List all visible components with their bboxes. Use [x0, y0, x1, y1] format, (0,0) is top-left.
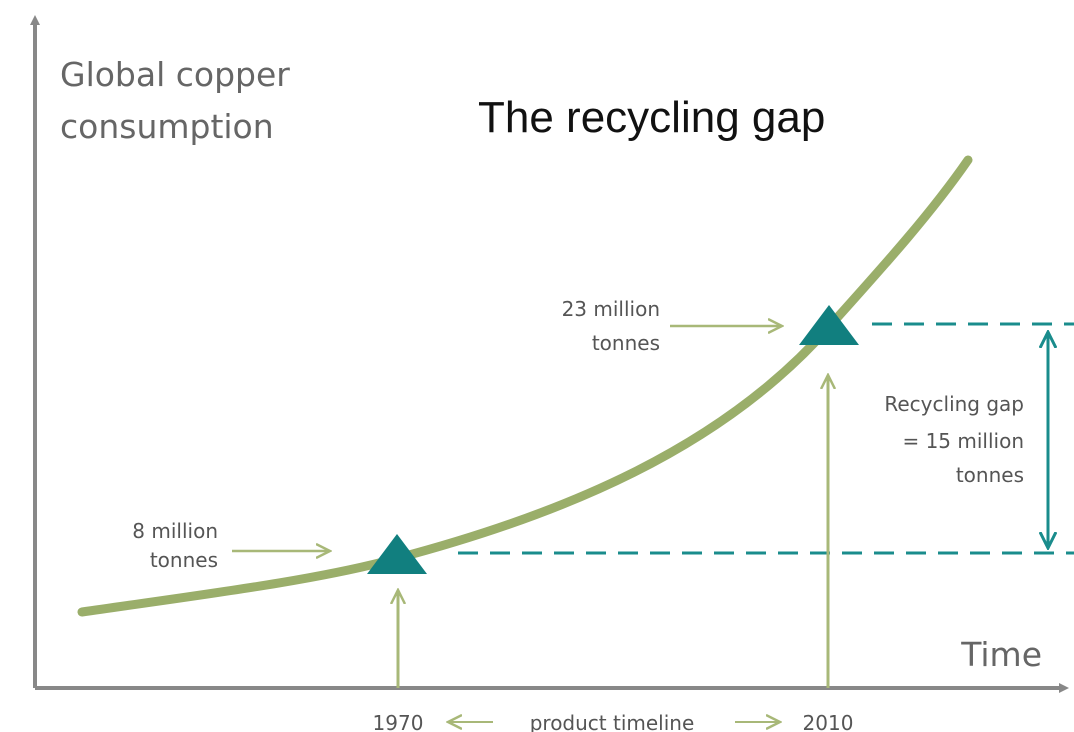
timeline-end: 2010	[803, 711, 854, 732]
annotation: 23 million	[562, 297, 660, 321]
gap-label: Recycling gap	[884, 392, 1024, 416]
annotation: 8 million	[132, 519, 218, 543]
annotation: tonnes	[150, 548, 218, 572]
y-axis-label: Global copper	[60, 55, 290, 94]
timeline-label: product timeline	[530, 711, 695, 732]
title: The recycling gap	[478, 93, 825, 142]
timeline-start: 1970	[373, 711, 424, 732]
gap-label: = 15 million	[902, 429, 1024, 453]
marker-2010	[799, 305, 859, 345]
marker-1970	[367, 534, 427, 574]
gap-label: tonnes	[956, 463, 1024, 487]
annotation: tonnes	[592, 331, 660, 355]
y-axis-label: consumption	[60, 107, 274, 146]
x-axis-label: Time	[960, 635, 1042, 674]
consumption-curve	[77, 155, 973, 617]
